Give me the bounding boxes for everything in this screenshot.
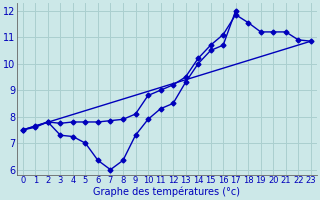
X-axis label: Graphe des températures (°c): Graphe des températures (°c) bbox=[93, 187, 240, 197]
